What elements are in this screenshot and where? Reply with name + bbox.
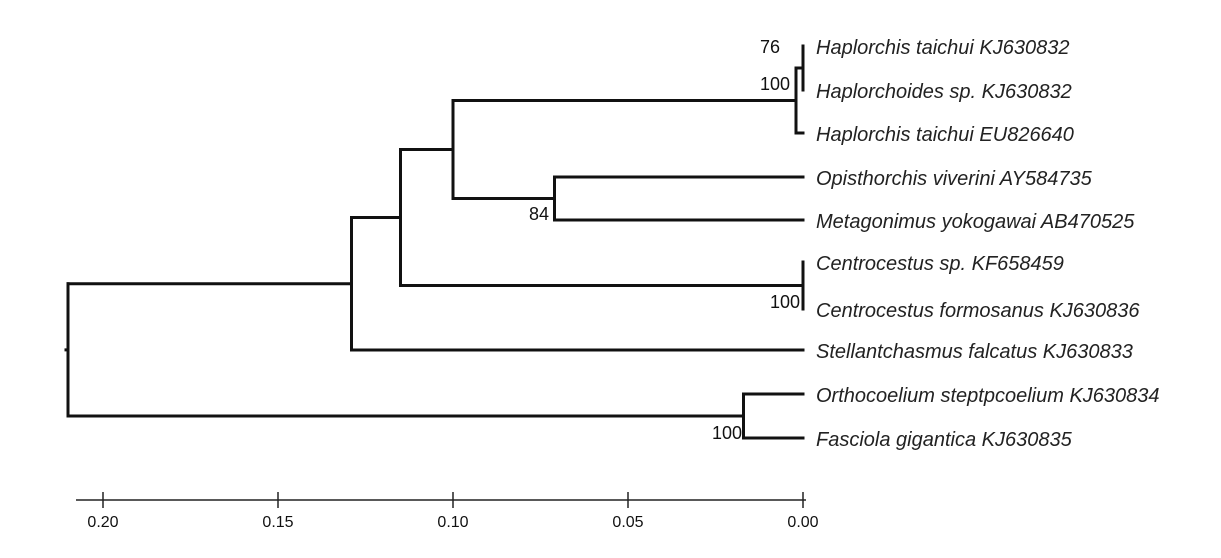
taxon-label: Orthocoelium steptpcoelium KJ630834 (816, 385, 1160, 407)
bootstrap-value: 100 (760, 74, 790, 94)
taxon-label: Centrocestus formosanus KJ630836 (816, 300, 1140, 322)
scale-tick-label: 0.20 (87, 514, 118, 531)
bootstrap-value: 76 (760, 37, 780, 57)
taxon-label: Haplorchoides sp. KJ630832 (816, 81, 1072, 103)
scale-tick-label: 0.15 (262, 514, 293, 531)
scale-tick-label: 0.10 (437, 514, 468, 531)
taxon-label: Haplorchis taichui KJ630832 (816, 37, 1070, 59)
bootstrap-value: 100 (770, 292, 800, 312)
scale-ticks (102, 492, 804, 508)
taxon-label: Fasciola gigantica KJ630835 (816, 429, 1073, 451)
taxon-label: Opisthorchis viverini AY584735 (816, 168, 1093, 190)
bootstrap-value: 84 (529, 204, 549, 224)
taxon-label: Centrocestus sp. KF658459 (816, 253, 1064, 275)
taxon-label: Metagonimus yokogawai AB470525 (816, 211, 1135, 233)
scale-tick-label: 0.05 (612, 514, 643, 531)
taxon-label: Haplorchis taichui EU826640 (816, 124, 1074, 146)
bootstrap-value: 100 (712, 423, 742, 443)
taxon-label: Stellantchasmus falcatus KJ630833 (816, 341, 1133, 363)
scale-tick-label: 0.00 (787, 514, 818, 531)
tree-branches (64, 44, 805, 440)
